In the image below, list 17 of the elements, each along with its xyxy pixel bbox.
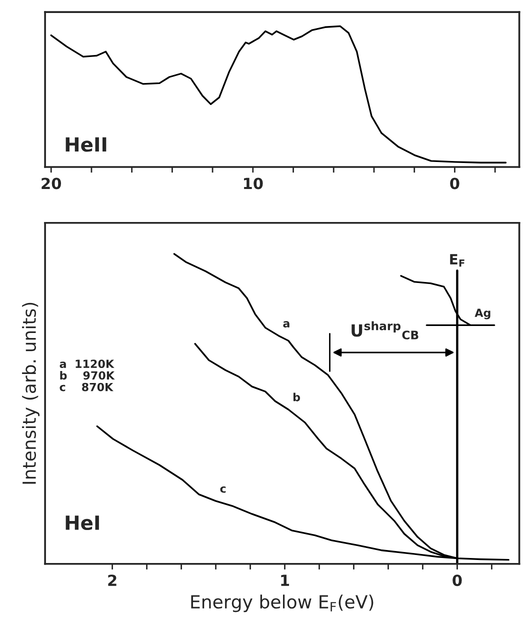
x-tick-label: 0 [450, 178, 460, 190]
x-tick-label: 2 [108, 574, 116, 586]
y-axis-title: Intensity (arb. units) [22, 302, 40, 484]
x-axis-title: Energy below E$_{F}$(eV) [191, 594, 374, 612]
annotation: U$^{sharp}$$_{CB}$ [352, 321, 418, 340]
series-label: Ag [474, 308, 490, 320]
annotation: HeII [66, 137, 106, 152]
x-tick-label: 20 [42, 178, 62, 190]
annotation: HeI [66, 516, 99, 530]
x-tick-label: 10 [244, 178, 263, 190]
series-label: a [283, 321, 290, 328]
series-label: b [293, 392, 300, 402]
series-label: c [220, 486, 226, 493]
annotation: a 1120K b 970K c 870K [60, 360, 115, 392]
ref-line-label: E$_{F}$ [450, 254, 464, 267]
x-tick-label: 1 [281, 574, 290, 586]
x-tick-label: 0 [452, 574, 462, 586]
